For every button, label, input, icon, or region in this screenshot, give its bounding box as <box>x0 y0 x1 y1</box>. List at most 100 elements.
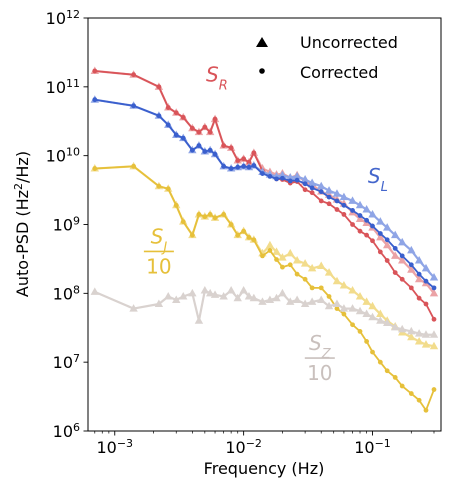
circle-marker <box>202 214 208 220</box>
series-s-l-corrected <box>92 97 437 291</box>
series-label-denominator: 10 <box>146 254 171 278</box>
circle-marker <box>302 276 308 282</box>
triangle-marker <box>292 255 302 264</box>
circle-marker <box>377 249 383 255</box>
triangle-marker <box>286 297 295 305</box>
triangle-marker <box>362 297 371 305</box>
x-tick-label-base: 10 <box>354 438 374 457</box>
x-tick-label: 10−3 <box>96 437 133 458</box>
y-tick-label: 109 <box>53 214 80 235</box>
y-tick-label-base: 10 <box>53 353 73 372</box>
triangle-marker <box>172 295 181 304</box>
triangle-marker <box>265 295 275 304</box>
circle-marker <box>274 176 279 182</box>
y-axis-title-superscript: 2 <box>12 183 25 190</box>
triangle-marker <box>317 261 326 269</box>
y-tick-label-base: 10 <box>46 147 66 166</box>
series-label-s-l: SL <box>368 164 388 195</box>
triangle-marker <box>226 285 236 294</box>
triangle-marker <box>407 245 416 254</box>
circle-marker <box>370 238 375 244</box>
triangle-marker <box>362 205 371 213</box>
circle-marker <box>92 166 98 171</box>
triangle-marker <box>239 285 248 294</box>
circle-marker <box>341 202 347 208</box>
circle-marker <box>350 222 355 227</box>
triangle-marker <box>129 304 138 312</box>
y-axis-title-tail: /Hz) <box>13 151 32 183</box>
circle-marker <box>364 232 370 238</box>
circle-marker <box>377 231 383 236</box>
triangle-marker <box>292 171 302 180</box>
circle-marker <box>384 237 390 243</box>
circle-marker <box>251 150 257 156</box>
triangle-marker <box>362 309 371 318</box>
circle-marker <box>318 285 324 291</box>
circle-marker <box>165 186 171 192</box>
circle-marker <box>131 103 136 109</box>
circle-marker <box>260 253 265 259</box>
triangle-marker <box>398 324 407 333</box>
triangle-marker <box>278 288 287 297</box>
circle-marker <box>408 391 414 396</box>
triangle-marker <box>258 297 267 305</box>
triangle-marker <box>382 223 392 231</box>
triangle-marker <box>265 240 275 249</box>
circle-marker <box>326 194 332 200</box>
triangle-marker <box>421 263 431 272</box>
circle-marker <box>318 198 324 204</box>
y-axis-title: Auto-PSD (Hz2/Hz) <box>12 151 33 297</box>
y-tick-label-exponent: 11 <box>66 76 80 89</box>
y-tick-label-exponent: 8 <box>73 283 80 296</box>
triangle-marker <box>278 253 287 261</box>
series-label-subscript: Z <box>321 347 332 362</box>
triangle-marker <box>348 196 357 204</box>
x-tick-label-exponent: −2 <box>246 437 262 450</box>
triangle-marker <box>382 318 392 327</box>
legend-label-corrected: Corrected <box>300 63 378 82</box>
circle-marker <box>280 264 285 270</box>
triangle-marker <box>300 175 310 183</box>
circle-marker <box>302 181 308 187</box>
triangle-marker <box>339 304 349 312</box>
triangle-marker <box>368 209 377 218</box>
circle-marker <box>246 159 252 165</box>
y-tick-label-base: 10 <box>46 9 66 28</box>
circle-marker <box>180 219 186 225</box>
circle-marker <box>207 212 213 217</box>
circle-marker <box>399 276 405 282</box>
circle-marker <box>274 257 279 262</box>
x-tick-label-base: 10 <box>96 438 116 457</box>
triangle-marker <box>219 291 228 300</box>
triangle-marker <box>348 304 357 312</box>
triangle-marker <box>339 280 349 289</box>
circle-marker <box>287 262 293 268</box>
triangle-marker <box>332 189 342 197</box>
circle-marker <box>228 166 234 171</box>
y-tick-label: 106 <box>53 421 80 442</box>
circle-marker <box>416 271 422 277</box>
circle-marker <box>180 114 186 120</box>
circle-marker <box>212 215 218 221</box>
triangle-marker <box>376 316 385 324</box>
circle-marker <box>173 132 179 138</box>
circle-marker <box>246 234 252 240</box>
series-label-subscript: R <box>219 78 228 93</box>
y-tick-label: 108 <box>53 283 80 304</box>
circle-marker <box>196 143 202 149</box>
triangle-marker <box>414 336 424 345</box>
y-tick-label: 107 <box>53 352 80 373</box>
triangle-marker <box>429 288 439 297</box>
circle-marker <box>246 164 252 170</box>
triangle-marker <box>307 297 317 305</box>
series-s-r-corrected <box>92 68 437 322</box>
circle-marker <box>221 143 227 149</box>
legend: Uncorrected Corrected <box>256 33 398 82</box>
circle-marker <box>241 156 247 162</box>
circle-marker <box>399 253 405 259</box>
circle-marker <box>370 223 375 229</box>
circle-marker <box>165 105 171 110</box>
series-label-main: S <box>206 62 219 86</box>
